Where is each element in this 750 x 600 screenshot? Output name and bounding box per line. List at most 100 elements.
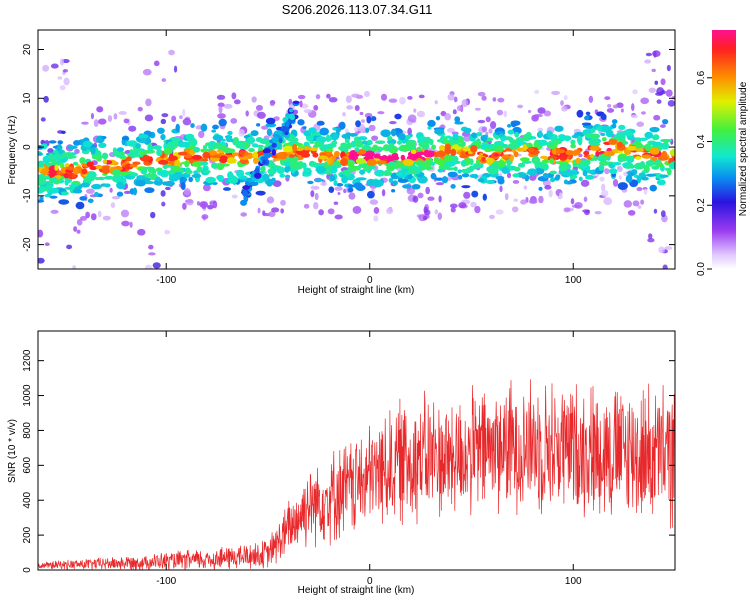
spectrogram-cell: [336, 182, 344, 187]
spectrogram-cell: [588, 133, 599, 139]
spectrogram-cell: [288, 108, 294, 113]
spectrogram-cell: [174, 159, 181, 168]
spectrogram-cell: [137, 106, 143, 112]
spectrogram-cell: [38, 229, 44, 238]
spectrogram-cell: [450, 207, 456, 213]
spectrogram-cell: [518, 137, 530, 142]
spectrogram-cell: [599, 160, 609, 166]
spectrogram-cell: [581, 122, 592, 126]
spectrogram-cell: [617, 182, 628, 190]
spectrogram-cell: [272, 180, 282, 187]
spectrogram-cell: [177, 151, 188, 156]
spectrogram-cell: [303, 203, 310, 209]
spectrogram-cell: [82, 140, 93, 148]
spectrogram-cell: [135, 136, 141, 142]
spectrogram-cell: [171, 165, 181, 172]
spectrogram-cell: [97, 176, 105, 181]
spectrogram-cell: [48, 152, 54, 160]
spectrogram-cell: [425, 186, 431, 195]
spectrogram-cell: [121, 136, 130, 141]
spectrogram-cell: [179, 115, 183, 120]
spectrogram-cell: [407, 114, 417, 123]
spectrogram-cell: [488, 128, 493, 134]
spectrogram-cell: [289, 115, 296, 121]
spectrogram-cell: [313, 201, 319, 210]
spectrogram-cell: [38, 199, 45, 203]
spectrogram-cell: [90, 112, 95, 120]
spectrogram-cell: [297, 94, 306, 100]
spectrogram-cell: [251, 96, 257, 103]
spectrogram-cell: [157, 170, 167, 176]
spectrogram-cell: [438, 145, 446, 151]
spectrogram-cell: [544, 185, 552, 190]
spectrogram-cell: [191, 154, 202, 160]
spectrogram-cell: [81, 168, 88, 175]
spectrogram-cell: [59, 162, 65, 169]
spectrogram-cell: [95, 177, 100, 181]
spectrogram-cell: [444, 147, 452, 155]
spectrogram-cell: [138, 134, 149, 139]
spectrogram-cell: [196, 166, 203, 173]
spectrogram-cell: [231, 194, 238, 199]
spectrogram-cell: [168, 175, 179, 182]
spectrogram-cell: [583, 196, 588, 202]
spectrogram-cell: [460, 151, 465, 155]
spectrogram-cell: [79, 215, 88, 221]
spectrogram-cell: [161, 78, 167, 82]
spectrogram-cell: [387, 136, 393, 141]
spectrogram-cell: [373, 206, 380, 214]
spectrogram-cell: [608, 138, 618, 145]
spectrogram-cell: [183, 188, 191, 196]
spectrogram-cell: [283, 145, 294, 153]
spectrogram-cell: [598, 164, 605, 171]
spectrogram-cell: [561, 105, 568, 112]
spectrogram-cell: [363, 90, 370, 98]
spectrogram-cell: [616, 141, 624, 148]
spectrogram-cell: [650, 156, 658, 162]
snr-frame: [37, 330, 676, 571]
spectrogram-cell: [226, 157, 236, 164]
spectrogram-cell: [67, 145, 78, 150]
spectrogram-cell: [332, 127, 337, 131]
spectrogram-cell: [73, 139, 81, 146]
spectrogram-cell: [328, 186, 335, 194]
spectrogram-cell: [551, 90, 560, 95]
spectrogram-cell: [407, 95, 413, 100]
spectrogram-cell: [563, 207, 571, 213]
colorbar-gradient: [712, 30, 736, 269]
spectrogram-cell: [332, 133, 338, 141]
spectrogram-cell: [631, 103, 635, 112]
spectrogram-cell: [341, 175, 348, 184]
spectrogram-cell: [527, 109, 532, 114]
spectrogram-cell: [60, 58, 64, 66]
spectrogram-cell: [250, 177, 256, 183]
spectrogram-cell: [144, 187, 155, 194]
spectrogram-cell: [326, 157, 331, 165]
spectrogram-cell: [417, 192, 424, 199]
spectrogram-cell: [79, 157, 86, 165]
spectrogram-cell: [549, 158, 555, 165]
spectrogram-cell: [261, 125, 269, 130]
spectrogram-cell: [450, 184, 456, 189]
snr-y-tick-label: 600: [22, 457, 33, 474]
spectrogram-cell: [126, 156, 132, 162]
spectrogram-cell: [430, 172, 437, 180]
spectrogram-cell: [260, 165, 266, 172]
spectrogram-cell: [519, 157, 530, 162]
spectrogram-cell: [107, 115, 113, 122]
spectrogram-cell: [664, 167, 671, 172]
spectrogram-cell: [477, 178, 485, 183]
spectrogram-cell: [600, 183, 606, 192]
spectrogram-cell: [264, 152, 273, 158]
spectrogram-cell: [75, 201, 85, 210]
spectrogram-cell: [262, 148, 271, 154]
spectrogram-cell: [210, 154, 222, 159]
spectrogram-cell: [381, 189, 386, 197]
snr-y-tick-label: 200: [22, 526, 33, 543]
spectrogram-cell: [446, 160, 456, 167]
spectrogram-cell: [549, 170, 557, 175]
spectrogram-cell: [96, 106, 104, 113]
spectrogram-y-tick-label: 0: [22, 144, 33, 150]
spectrogram-cell: [338, 121, 346, 130]
spectrogram-cell: [623, 200, 632, 208]
